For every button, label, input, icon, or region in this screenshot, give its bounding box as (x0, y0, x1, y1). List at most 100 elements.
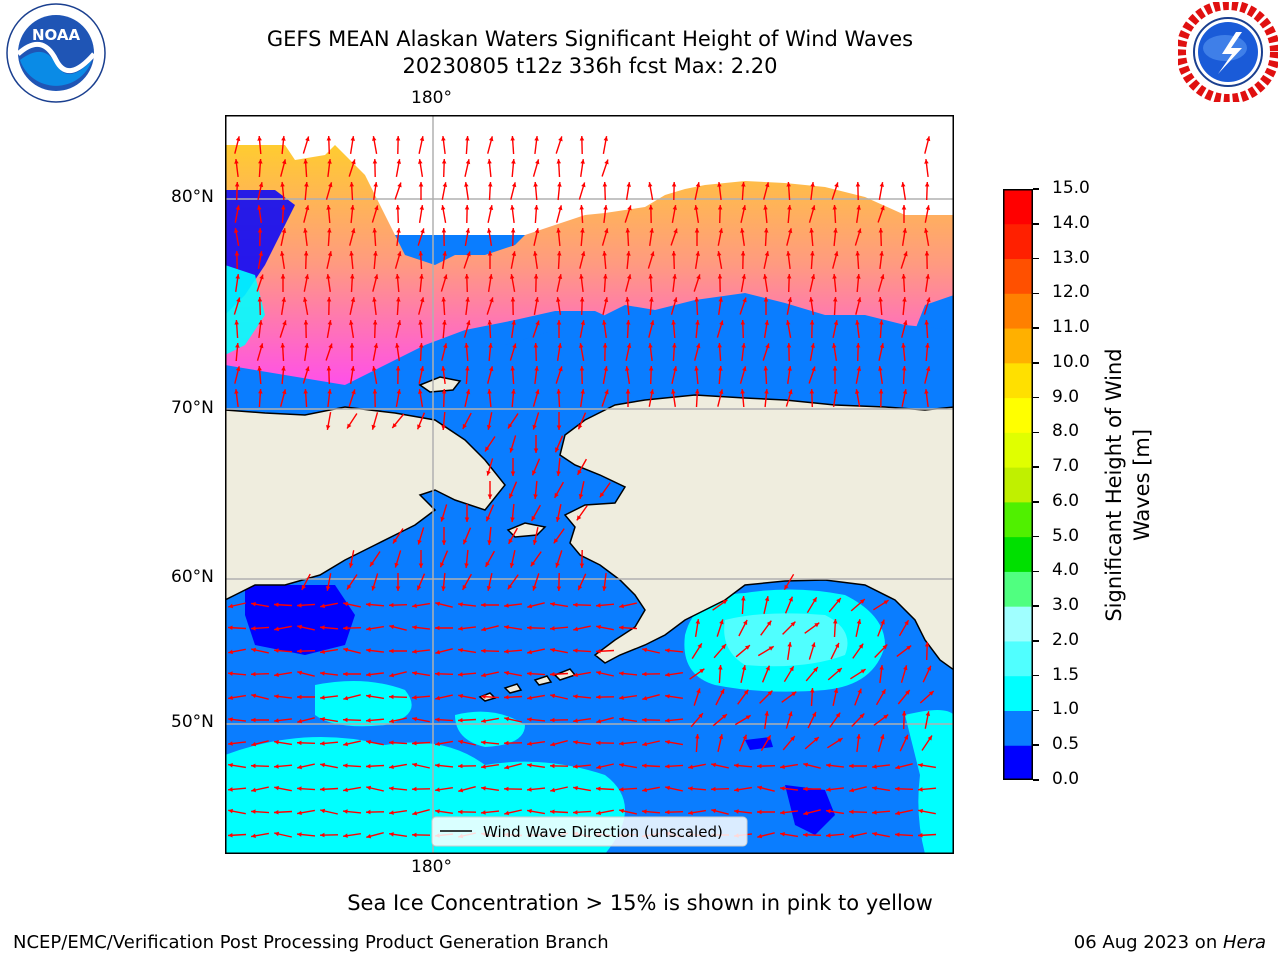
wind-wave-arrowhead (487, 320, 492, 325)
wind-wave-arrowhead (396, 389, 401, 394)
wind-wave-arrowhead (481, 672, 486, 678)
wind-wave-arrowhead (228, 717, 233, 722)
wind-wave-arrowhead (550, 763, 555, 769)
wind-wave-arrowhead (441, 159, 447, 164)
wind-wave-arrowhead (625, 389, 631, 394)
wind-wave-arrowhead (389, 602, 394, 608)
wind-wave-arrowhead (297, 648, 302, 654)
wind-wave-arrowhead (504, 625, 509, 630)
wind-wave-arrowhead (786, 182, 791, 187)
wind-wave-arrowhead (626, 343, 632, 348)
wind-wave-arrowhead (349, 251, 354, 256)
wind-wave-arrowhead (510, 228, 516, 233)
wind-wave-arrowhead (392, 423, 397, 428)
lat-label-50: 50°N (171, 712, 214, 732)
wind-wave-arrowhead (366, 648, 371, 653)
wind-wave-arrowhead (458, 602, 463, 607)
wind-wave-arrowhead (596, 649, 601, 654)
wind-wave-arrowhead (858, 643, 864, 649)
wind-wave-arrowhead (626, 320, 631, 325)
wind-wave-arrowhead (856, 366, 862, 371)
wind-wave-arrowhead (740, 320, 746, 325)
wind-wave-arrowhead (924, 642, 930, 647)
wind-wave-arrowhead (465, 159, 471, 165)
wind-wave-arrowhead (486, 425, 492, 430)
wind-wave-arrowhead (297, 718, 303, 724)
wind-wave-arrowhead (788, 389, 793, 395)
wind-wave-arrowhead (510, 471, 516, 476)
wind-wave-arrowhead (764, 596, 770, 602)
wind-wave-arrowhead (527, 625, 532, 631)
wind-wave-arrowhead (418, 320, 423, 325)
wind-wave-arrowhead (343, 741, 348, 747)
wind-wave-arrowhead (487, 540, 492, 545)
wind-wave-arrowhead (768, 646, 774, 651)
colorbar-tick-label: 1.0 (1052, 699, 1080, 720)
wind-wave-arrowhead (274, 626, 279, 632)
wind-wave-arrowhead (251, 763, 256, 769)
wind-wave-arrowhead (556, 228, 561, 233)
wind-wave-arrowhead (833, 619, 838, 624)
wind-wave-arrowhead (235, 366, 241, 372)
wind-wave-arrowhead (487, 228, 492, 233)
wind-wave-arrowhead (511, 320, 516, 325)
colorbar-tick-mark (1033, 640, 1039, 642)
wind-wave-arrowhead (696, 688, 701, 694)
wind-wave-arrowhead (235, 274, 240, 279)
wind-wave-arrowhead (924, 182, 930, 187)
wind-wave-arrowhead (464, 517, 470, 522)
wind-wave-arrowhead (373, 274, 379, 280)
wind-wave-arrowhead (837, 738, 843, 743)
wind-wave-arrowhead (603, 366, 608, 371)
colorbar-tick-mark (1033, 327, 1039, 329)
wind-wave-arrowhead (458, 672, 463, 677)
wind-wave-arrowhead (648, 182, 653, 187)
wind-wave-arrowhead (694, 228, 700, 233)
wind-wave-arrowhead (833, 389, 838, 394)
wind-wave-arrowhead (412, 762, 418, 768)
wind-wave-arrowhead (603, 297, 609, 303)
wind-wave-arrowhead (557, 251, 562, 256)
wind-wave-arrowhead (465, 297, 470, 302)
wind-wave-arrowhead (397, 182, 402, 188)
wind-wave-arrowhead (343, 625, 348, 631)
wind-wave-arrowhead (236, 297, 241, 303)
wind-wave-arrowhead (412, 832, 417, 838)
wind-wave-arrowhead (487, 389, 492, 394)
wind-wave-arrowhead (810, 182, 815, 187)
wind-wave-arrowhead (464, 274, 470, 279)
wind-wave-arrowhead (419, 366, 425, 371)
wind-wave-arrowhead (481, 648, 486, 654)
wind-wave-arrowhead (251, 809, 256, 814)
wind-wave-arrowhead (435, 809, 440, 814)
wind-wave-arrowhead (642, 647, 648, 653)
wind-wave-arrowhead (695, 251, 700, 256)
colorbar-tick-label: 0.0 (1052, 769, 1080, 789)
wind-wave-arrowhead (418, 389, 423, 394)
wind-wave-arrowhead (304, 343, 309, 348)
wind-wave-arrowhead (642, 809, 647, 814)
wind-wave-arrowhead (397, 251, 402, 257)
wind-wave-arrowhead (412, 811, 418, 816)
wind-wave-arrowhead (925, 136, 931, 142)
wind-wave-arrowhead (860, 669, 866, 674)
wind-wave-arrowhead (466, 251, 471, 257)
wind-wave-arrowhead (803, 762, 809, 768)
wind-wave-arrowhead (534, 297, 539, 302)
wind-wave-arrowhead (320, 741, 325, 746)
wind-wave-arrowhead (596, 670, 602, 676)
wind-wave-arrowhead (420, 297, 425, 303)
colorbar-tick-label: 9.0 (1052, 386, 1080, 407)
wind-wave-arrowhead (765, 665, 770, 671)
wind-wave-arrowhead (556, 297, 561, 302)
wind-wave-arrowhead (849, 809, 854, 815)
wind-wave-arrowhead (343, 601, 348, 607)
wind-wave-arrowhead (350, 274, 355, 279)
wind-wave-arrowhead (556, 471, 561, 476)
wind-wave-arrowhead (903, 251, 908, 257)
wind-wave-arrowhead (763, 274, 768, 279)
wind-wave-arrowhead (743, 620, 748, 625)
wind-wave-arrowhead (642, 787, 647, 793)
wind-wave-arrowhead (234, 182, 240, 187)
lon-label-bottom: 180° (411, 857, 452, 877)
